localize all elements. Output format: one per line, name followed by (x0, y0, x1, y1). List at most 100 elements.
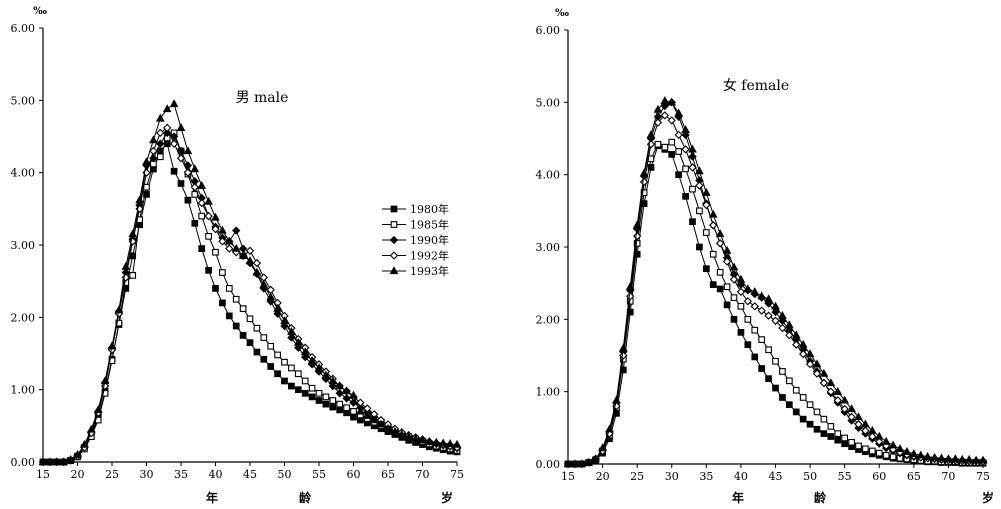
data-point (660, 111, 670, 120)
x-tick-label: 50 (803, 470, 817, 483)
data-point (362, 410, 372, 419)
data-point (315, 397, 323, 404)
x-tick-label: 35 (699, 470, 713, 483)
data-point (445, 439, 455, 448)
data-point (660, 101, 670, 111)
data-point (605, 429, 614, 438)
data-point (176, 154, 186, 163)
data-point (128, 229, 138, 238)
data-point (211, 224, 220, 234)
data-point (841, 440, 849, 448)
data-point (715, 229, 725, 238)
data-point (335, 389, 344, 398)
data-point (253, 348, 261, 356)
x-tick-label: 55 (838, 470, 852, 483)
data-point (246, 339, 254, 347)
data-point (52, 457, 62, 466)
panel-title: 男 male (236, 90, 289, 106)
x-tick-label: 60 (872, 470, 886, 483)
data-point (757, 291, 766, 300)
x-axis-caption: 龄 (299, 490, 312, 505)
data-point (813, 408, 821, 416)
data-point (909, 449, 919, 458)
data-point (682, 165, 689, 173)
data-point (730, 294, 738, 301)
data-point (805, 360, 815, 369)
data-point (841, 434, 849, 442)
data-point (978, 455, 988, 464)
data-point (190, 164, 200, 173)
x-tick-label: 40 (734, 470, 748, 483)
data-point (785, 377, 793, 385)
x-axis-caption: 年 (206, 490, 218, 505)
data-point (855, 442, 862, 450)
data-point (329, 403, 337, 411)
series-line (43, 142, 458, 463)
data-point (128, 237, 137, 246)
data-point (799, 415, 807, 423)
data-point (191, 219, 199, 227)
data-point (383, 423, 393, 432)
data-point (653, 104, 663, 113)
data-point (343, 404, 350, 412)
data-point (322, 393, 330, 401)
x-tick-label: 25 (630, 470, 644, 483)
data-point (308, 393, 316, 401)
data-point (765, 375, 772, 382)
data-point (847, 404, 856, 413)
data-point (751, 326, 759, 334)
data-point (874, 431, 884, 440)
data-point (591, 454, 600, 463)
data-point (813, 425, 821, 433)
y-tick-label: 2.00 (11, 311, 36, 324)
data-point (300, 347, 310, 356)
data-point (59, 457, 69, 466)
series-line (43, 132, 458, 463)
data-point (785, 331, 794, 340)
data-point (744, 315, 752, 323)
data-point (232, 322, 240, 330)
data-point (212, 248, 219, 256)
data-point (239, 332, 247, 339)
data-point (169, 99, 179, 108)
data-point (632, 220, 642, 229)
panel-title: 女 female (723, 77, 789, 94)
data-point (418, 435, 427, 444)
data-point (563, 459, 573, 468)
data-point (758, 365, 766, 372)
data-point (875, 449, 883, 457)
data-point (205, 266, 212, 274)
data-point (868, 447, 876, 455)
data-point (771, 307, 780, 317)
x-tick-label: 20 (71, 468, 85, 481)
data-point (197, 198, 206, 208)
data-point (274, 351, 281, 359)
data-point (100, 381, 110, 391)
legend-marker (389, 266, 399, 275)
data-point (881, 436, 891, 445)
data-point (336, 400, 344, 408)
data-point (848, 438, 855, 446)
data-point (156, 128, 165, 138)
data-point (847, 412, 856, 422)
data-point (260, 355, 268, 363)
data-point (729, 262, 739, 271)
data-point (826, 378, 836, 387)
male-panel: 0.00 1.00 2.00 3.00 4.00 5.00 6.00 15 20 25 30 35 40… (11, 6, 465, 505)
data-point (149, 146, 158, 156)
data-point (205, 232, 212, 240)
data-point (785, 401, 793, 409)
data-point (758, 336, 766, 343)
data-point (156, 139, 165, 148)
data-point (273, 303, 282, 312)
data-point (288, 382, 295, 390)
data-point (737, 302, 745, 310)
data-point (267, 342, 275, 350)
x-axis-caption: 年 (732, 490, 744, 505)
data-point (744, 341, 752, 349)
data-point (688, 163, 697, 172)
legend-marker (389, 251, 399, 260)
data-point (702, 200, 711, 210)
data-point (307, 355, 317, 364)
data-point (791, 330, 801, 339)
